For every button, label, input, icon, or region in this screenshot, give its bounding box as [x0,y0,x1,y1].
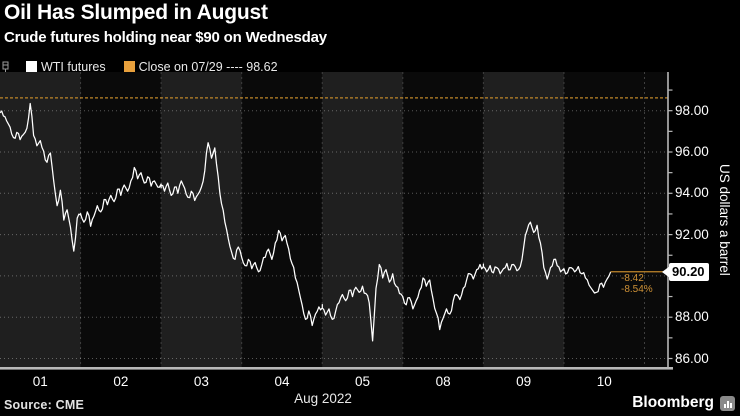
x-tick-label-03: 03 [193,374,209,389]
x-axis-period-label: Aug 2022 [294,391,352,406]
x-tick-label-05: 05 [355,374,371,389]
session-band-05 [322,72,403,368]
x-tick-label-04: 04 [274,374,290,389]
session-band-01 [0,72,81,368]
legend-key-icon [2,61,10,73]
y-tick-label-94.00: 94.00 [675,185,709,201]
legend-item-wti-label: WTI futures [41,59,106,74]
x-axis-line [0,367,673,370]
price-badge-arrow [662,266,670,278]
legend-item-close: Close on 07/29 ---- 98.62 [123,59,278,74]
bloomberg-wordmark: Bloomberg [632,394,714,411]
chart-title: Oil Has Slumped in August [4,1,268,24]
session-band-09 [483,72,564,368]
legend: WTI futures Close on 07/29 ---- 98.62 [2,59,278,74]
x-tick-label-09: 09 [516,374,532,389]
x-tick-label-08: 08 [435,374,451,389]
y-tick-label-88.00: 88.00 [675,309,709,325]
bloomberg-chart-icon [720,396,735,411]
x-tick-label-10: 10 [596,374,612,389]
y-tick-label-86.00: 86.00 [675,350,709,366]
net-change-annotation: -8.42 [621,273,644,284]
x-tick-label-02: 02 [113,374,129,389]
chart-subtitle: Crude futures holding near $90 on Wednes… [4,29,327,46]
x-tick-label-01: 01 [32,374,48,389]
close-line-swatch [123,61,135,72]
y-tick-label-96.00: 96.00 [675,144,709,159]
legend-item-wti: WTI futures [26,60,106,74]
last-price-badge: 90.20 [669,263,709,281]
y-tick-label-98.00: 98.00 [675,102,709,118]
wti-series-swatch [26,61,37,72]
source-attribution: Source: CME [4,398,84,412]
y-tick-label-92.00: 92.00 [675,226,709,242]
y-axis-title: US dollars a barrel [717,164,732,276]
legend-item-close-label: Close on 07/29 ---- 98.62 [138,59,278,74]
session-band-03 [161,72,242,368]
wti-price-line [0,102,612,342]
pct-change-annotation: -8.54% [621,284,653,295]
